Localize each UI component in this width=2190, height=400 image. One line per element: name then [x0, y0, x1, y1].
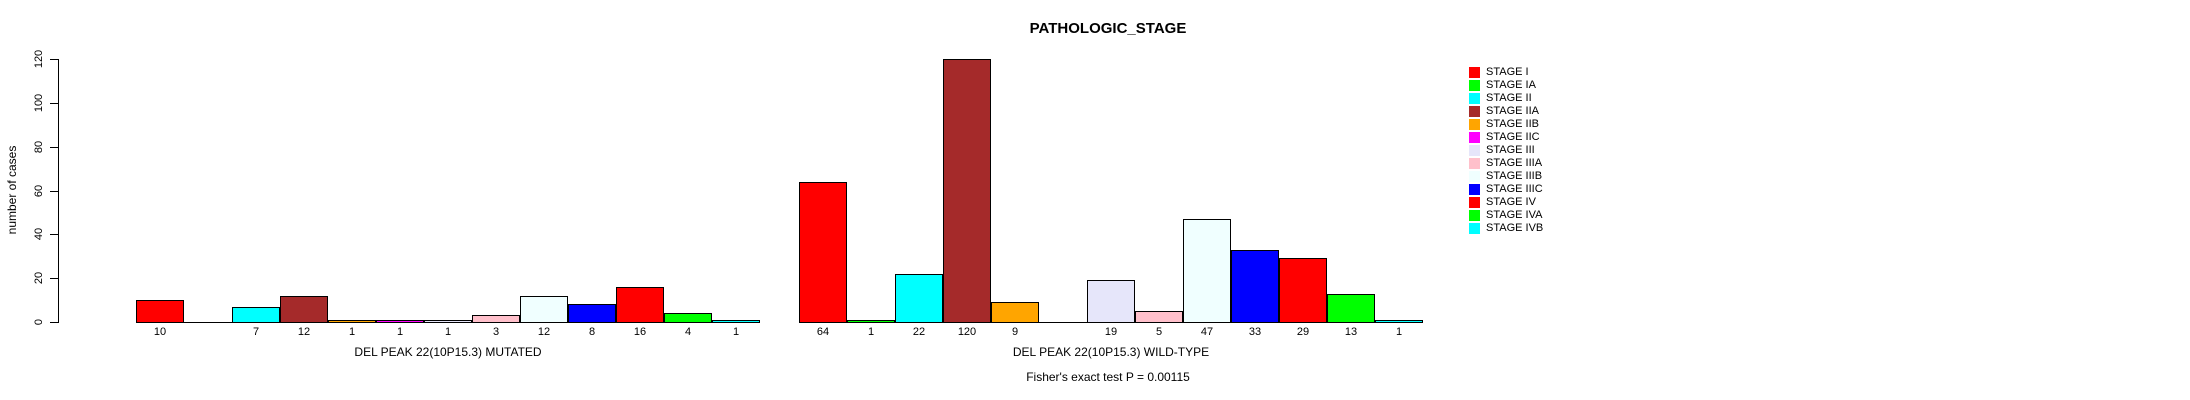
bar [1375, 320, 1423, 323]
legend-swatch [1469, 106, 1480, 117]
bar-value-label: 10 [153, 326, 167, 338]
bar-value-label: 8 [588, 326, 596, 338]
bar [1135, 311, 1183, 323]
bar-value-label: 12 [537, 326, 551, 338]
bar [280, 296, 328, 323]
legend-item-label: STAGE IVA [1486, 209, 1543, 221]
legend-swatch [1469, 93, 1480, 104]
bar-value-label: 4 [684, 326, 692, 338]
legend-item-label: STAGE IVB [1486, 222, 1544, 234]
bar-value-label: 1 [348, 326, 356, 338]
legend-swatch [1469, 145, 1480, 156]
bar [1327, 294, 1375, 323]
bar [328, 320, 376, 323]
y-axis-tick [50, 103, 58, 104]
bar-value-label: 22 [912, 326, 926, 338]
bar-value-label: 1 [444, 326, 452, 338]
y-axis-tick-label: 60 [33, 184, 45, 198]
legend-item-label: STAGE IIA [1486, 105, 1539, 117]
bar-value-label: 7 [252, 326, 260, 338]
bar [712, 320, 760, 323]
bar-value-label: 1 [396, 326, 404, 338]
legend-swatch [1469, 158, 1480, 169]
bar [520, 296, 568, 323]
legend-swatch [1469, 197, 1480, 208]
group-axis-label-wildtype: DEL PEAK 22(10P15.3) WILD-TYPE [1012, 345, 1210, 359]
legend-swatch [1469, 132, 1480, 143]
y-axis-tick-label: 0 [33, 318, 45, 326]
bar [847, 320, 895, 323]
y-axis-line [58, 59, 59, 323]
bar [799, 182, 847, 323]
legend-item-label: STAGE I [1486, 66, 1529, 78]
legend-item-label: STAGE II [1486, 92, 1532, 104]
bar [1279, 258, 1327, 323]
legend-swatch [1469, 184, 1480, 195]
y-axis-tick-label: 120 [33, 49, 45, 69]
y-axis-tick-label: 20 [33, 271, 45, 285]
y-axis-tick [50, 234, 58, 235]
legend-swatch [1469, 80, 1480, 91]
bar [232, 307, 280, 323]
legend-item-label: STAGE IIC [1486, 131, 1540, 143]
y-axis-tick [50, 278, 58, 279]
bar-zero [1039, 322, 1087, 323]
bar [1231, 250, 1279, 323]
bar-value-label: 19 [1104, 326, 1118, 338]
y-axis-tick [50, 147, 58, 148]
bar-value-label: 47 [1200, 326, 1214, 338]
y-axis-tick [50, 322, 58, 323]
group-axis-label-mutated: DEL PEAK 22(10P15.3) MUTATED [354, 345, 542, 359]
bar-value-label: 29 [1296, 326, 1310, 338]
legend-item-label: STAGE IA [1486, 79, 1536, 91]
bar-value-label: 120 [957, 326, 977, 338]
bar [136, 300, 184, 323]
bar-value-label: 13 [1344, 326, 1358, 338]
legend-swatch [1469, 223, 1480, 234]
legend-item-label: STAGE IIIA [1486, 157, 1543, 169]
bar-value-label: 1 [867, 326, 875, 338]
bar [943, 59, 991, 323]
bar [1087, 280, 1135, 323]
bar [1183, 219, 1231, 323]
legend-swatch [1469, 171, 1480, 182]
bar-value-label: 3 [492, 326, 500, 338]
legend-swatch [1469, 119, 1480, 130]
legend-item-label: STAGE IIB [1486, 118, 1539, 130]
bar [991, 302, 1039, 323]
bar-value-label: 9 [1011, 326, 1019, 338]
legend-item-label: STAGE III [1486, 144, 1535, 156]
legend-swatch [1469, 210, 1480, 221]
bar [895, 274, 943, 323]
bar-value-label: 1 [732, 326, 740, 338]
bar [616, 287, 664, 323]
legend-item-label: STAGE IIIB [1486, 170, 1543, 182]
chart-title: PATHOLOGIC_STAGE [1029, 20, 1187, 37]
legend-item-label: STAGE IIIC [1486, 183, 1543, 195]
bar [424, 320, 472, 323]
y-axis-tick-label: 40 [33, 227, 45, 241]
y-axis-tick-label: 80 [33, 140, 45, 154]
bar-value-label: 5 [1155, 326, 1163, 338]
bar [376, 320, 424, 323]
y-axis-tick [50, 191, 58, 192]
bar-value-label: 33 [1248, 326, 1262, 338]
y-axis-tick [50, 59, 58, 60]
bar [664, 313, 712, 323]
y-axis-label: number of cases [5, 145, 19, 235]
legend-item-label: STAGE IV [1486, 196, 1536, 208]
bar-zero [184, 322, 232, 323]
bar-value-label: 16 [633, 326, 647, 338]
y-axis-tick-label: 100 [33, 93, 45, 113]
legend-swatch [1469, 67, 1480, 78]
bar [568, 304, 616, 323]
bar [472, 315, 520, 323]
bar-value-label: 1 [1395, 326, 1403, 338]
bar-value-label: 64 [816, 326, 830, 338]
bar-value-label: 12 [297, 326, 311, 338]
fisher-test-note: Fisher's exact test P = 0.00115 [1026, 370, 1190, 384]
